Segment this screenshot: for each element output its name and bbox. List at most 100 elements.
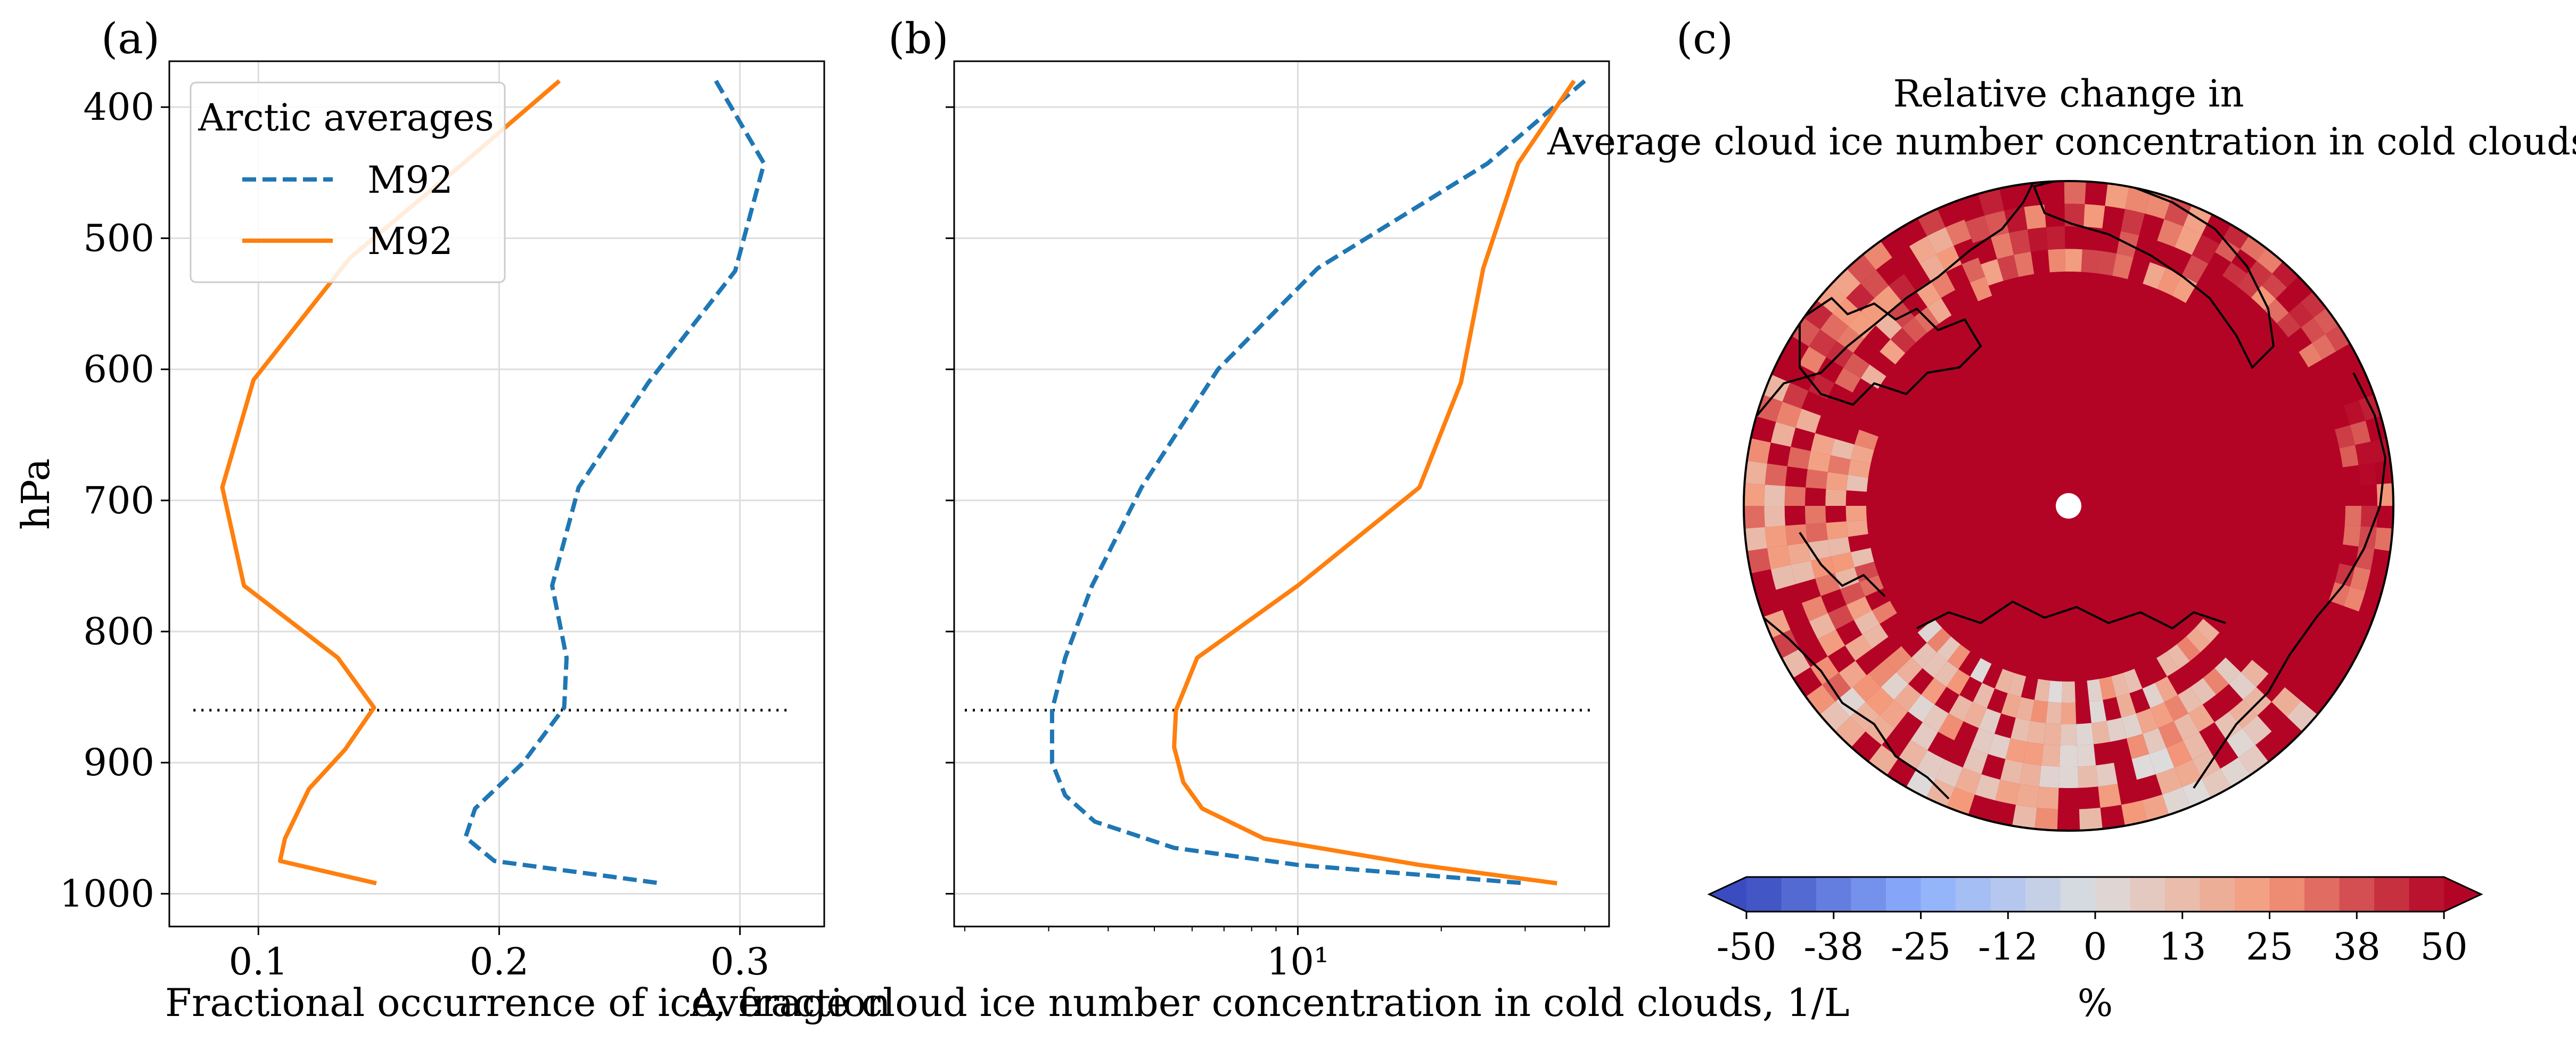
map-cell bbox=[1767, 545, 1791, 569]
panel-a-ytick-label: 600 bbox=[83, 348, 154, 391]
map-cell bbox=[2240, 235, 2267, 261]
colorbar-segment bbox=[2130, 877, 2165, 912]
colorbar-segment bbox=[1956, 877, 1991, 912]
map-cell bbox=[1799, 346, 1826, 374]
map-cell bbox=[2186, 628, 2211, 652]
map-cell bbox=[1894, 684, 1921, 712]
map-cell bbox=[1787, 542, 1811, 565]
map-cell bbox=[2097, 251, 2117, 276]
map-cell bbox=[2301, 317, 2326, 343]
map-cell bbox=[1846, 520, 1868, 537]
map-cell bbox=[1962, 257, 1986, 283]
map-cell bbox=[1902, 317, 1927, 343]
legend-entry-2: M92 bbox=[367, 219, 453, 263]
colorbar-segment bbox=[2269, 877, 2305, 912]
map-cell bbox=[1853, 610, 1880, 635]
map-cell bbox=[1806, 469, 1828, 489]
colorbar-segment bbox=[1781, 877, 1817, 912]
panel-b-xtick-label: 10¹ bbox=[1267, 940, 1329, 983]
map-cell bbox=[2215, 238, 2241, 263]
map-cell bbox=[1917, 750, 1945, 779]
map-cell bbox=[2272, 261, 2299, 288]
map-cell bbox=[1784, 486, 1806, 506]
map-cell bbox=[2142, 794, 2169, 821]
colorbar-segment bbox=[2339, 877, 2375, 912]
panel-c-title-line-1: Relative change in bbox=[1893, 72, 2244, 116]
map-cell bbox=[1859, 575, 1884, 597]
map-cell bbox=[2007, 673, 2027, 698]
map-cell bbox=[2034, 807, 2058, 831]
map-cell bbox=[1862, 624, 1889, 649]
panel-c-label: (c) bbox=[1676, 14, 1733, 63]
map-cell bbox=[2376, 483, 2393, 506]
map-cell bbox=[2167, 644, 2190, 669]
map-cell bbox=[1860, 364, 1886, 389]
panel-a-xtick-label: 0.2 bbox=[470, 940, 529, 983]
map-cell bbox=[1807, 451, 1831, 472]
map-cell bbox=[2226, 728, 2255, 758]
map-cell bbox=[1770, 422, 1796, 447]
map-cell bbox=[2344, 506, 2361, 527]
map-cell bbox=[2334, 425, 2355, 448]
map-cell bbox=[1979, 708, 2001, 734]
map-cell bbox=[2162, 787, 2191, 815]
coastline-eurasia bbox=[2193, 372, 2387, 789]
map-cell bbox=[2131, 754, 2156, 780]
map-cell bbox=[2062, 681, 2075, 703]
map-cell bbox=[2083, 204, 2105, 228]
map-cell bbox=[2121, 209, 2145, 235]
map-cell bbox=[2099, 676, 2116, 700]
map-cell bbox=[1949, 695, 1973, 722]
map-cell bbox=[1831, 268, 1861, 298]
map-cell bbox=[1807, 539, 1831, 561]
map-cell bbox=[2027, 720, 2046, 744]
map-cell bbox=[2064, 181, 2086, 204]
panel-c-title-line-2: Average cloud ice number concentration i… bbox=[1547, 120, 2576, 163]
map-cell bbox=[2276, 313, 2301, 338]
map-cell bbox=[1890, 327, 1916, 354]
panel-a-frame bbox=[168, 60, 825, 928]
map-cell bbox=[1744, 461, 1767, 485]
map-cell bbox=[1845, 506, 1867, 522]
map-cell bbox=[1765, 526, 1787, 548]
map-cell bbox=[2014, 251, 2034, 277]
map-cell bbox=[1801, 596, 1828, 621]
map-cell bbox=[2192, 234, 2220, 264]
panel-b-grid bbox=[954, 61, 1609, 927]
map-cell bbox=[2136, 708, 2159, 734]
map-cell bbox=[1810, 656, 1839, 685]
colorbar: -50 -38 -25 -12 0 13 25 38 50 % bbox=[1707, 876, 2483, 1025]
colorbar-segment bbox=[2060, 877, 2096, 912]
panel-a-series-dashed bbox=[463, 79, 766, 886]
map-cell bbox=[2188, 704, 2215, 732]
map-cell bbox=[2164, 198, 2192, 226]
map-cell bbox=[2046, 701, 2062, 724]
colorbar-tick-label: 13 bbox=[2159, 925, 2206, 969]
panel-b: 10¹ (b) Average cloud ice number concent… bbox=[690, 14, 1849, 1025]
colorbar-segment bbox=[1990, 877, 2026, 912]
colorbar-tick-label: 25 bbox=[2246, 925, 2293, 969]
coastline-canada bbox=[1756, 181, 2035, 416]
map-cell bbox=[2223, 224, 2249, 249]
map-cell bbox=[2077, 744, 2096, 767]
map-cell bbox=[1840, 582, 1865, 605]
map-cell bbox=[1805, 506, 1826, 524]
map-cell bbox=[1880, 700, 1908, 728]
map-cell bbox=[1863, 241, 1892, 270]
map-cells bbox=[1744, 181, 2393, 831]
map-cell bbox=[2105, 183, 2129, 209]
colorbar-segment bbox=[2235, 877, 2270, 912]
map-cell bbox=[2060, 724, 2077, 745]
map-cell bbox=[2155, 676, 2178, 702]
map-cell bbox=[1990, 233, 2014, 259]
map-cell bbox=[2122, 668, 2143, 693]
map-cell bbox=[2222, 262, 2247, 286]
map-cell bbox=[1848, 460, 1871, 478]
map-cell bbox=[1765, 463, 1787, 486]
map-cell bbox=[2288, 302, 2314, 328]
map-cell bbox=[2243, 687, 2272, 716]
map-cell bbox=[2009, 229, 2031, 255]
map-cell bbox=[2301, 291, 2326, 318]
map-cell bbox=[2157, 268, 2182, 296]
map-cell bbox=[2257, 248, 2283, 274]
